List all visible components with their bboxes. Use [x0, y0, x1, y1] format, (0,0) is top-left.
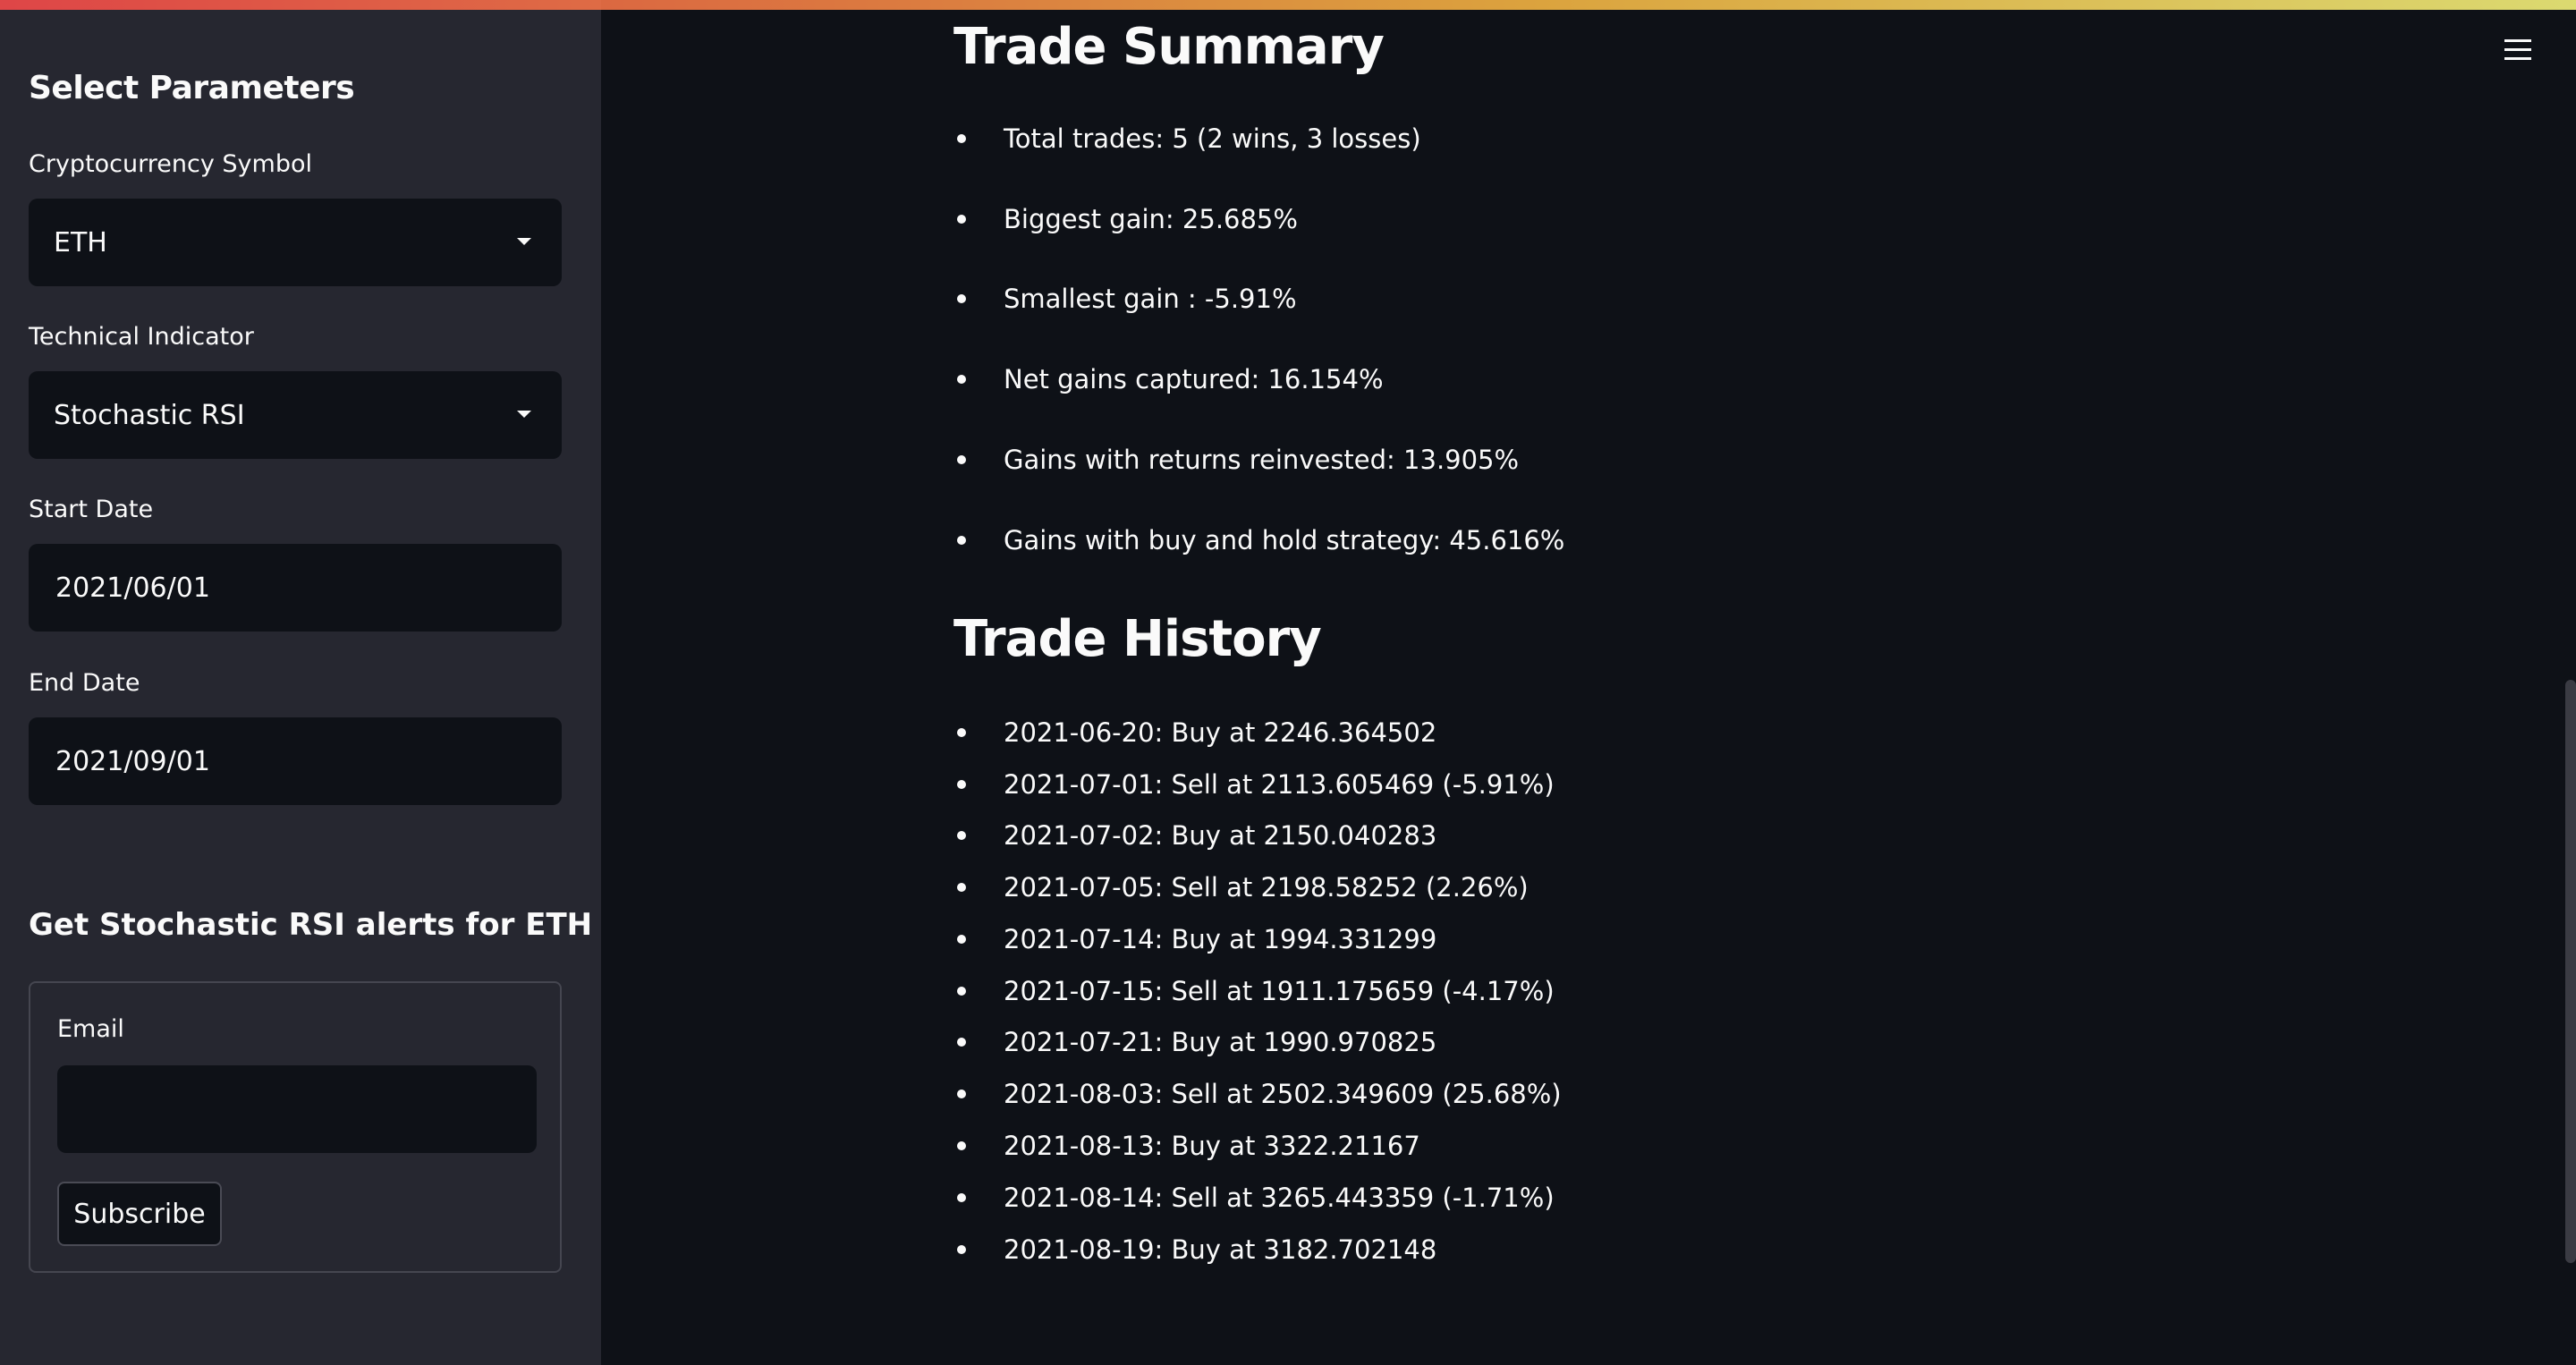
list-item: Gains with returns reinvested: 13.905%: [956, 445, 1520, 475]
trade-history-title: Trade History: [953, 610, 1322, 668]
alerts-title: Get Stochastic RSI alerts for ETH: [29, 907, 593, 943]
technical-indicator-label: Technical Indicator: [29, 323, 254, 351]
sidebar: Select Parameters Cryptocurrency Symbol …: [0, 0, 601, 1365]
list-item: 2021-08-03: Sell at 2502.349609 (25.68%): [957, 1079, 1562, 1109]
list-item: 2021-07-14: Buy at 1994.331299: [956, 924, 1437, 954]
list-item: Net gains captured: 16.154%: [957, 364, 1384, 394]
list-item: 2021-07-02: Buy at 2150.040283: [956, 820, 1437, 851]
list-item: 2021-07-15: Sell at 1911.175659 (-4.17%): [957, 976, 1555, 1006]
start-date-input[interactable]: 2021/06/01: [29, 544, 562, 632]
list-item: 2021-08-19: Buy at 3182.702148: [956, 1234, 1437, 1265]
list-item: 2021-08-13: Buy at 3322.21167: [957, 1131, 1420, 1161]
list-item: Biggest gain: 25.685%: [957, 204, 1298, 234]
scrollbar[interactable]: [2565, 680, 2576, 1263]
list-item: 2021-07-05: Sell at 2198.58252 (2.26%): [957, 872, 1529, 903]
list-item: Smallest gain : -5.91%: [957, 284, 1297, 314]
list-item: Total trades: 5 (2 wins, 3 losses): [957, 123, 1421, 154]
start-date-value: 2021/06/01: [55, 572, 210, 604]
top-decoration-bar: [0, 0, 2576, 10]
end-date-label: End Date: [29, 669, 140, 697]
list-item: 2021-06-20: Buy at 2246.364502: [956, 717, 1437, 748]
list-item: 2021-07-21: Buy at 1990.970825: [956, 1027, 1437, 1057]
end-date-value: 2021/09/01: [55, 745, 210, 777]
technical-indicator-select[interactable]: Stochastic RSI: [29, 371, 562, 459]
end-date-input[interactable]: 2021/09/01: [29, 717, 562, 805]
list-item: Gains with buy and hold strategy: 45.616…: [956, 525, 1565, 555]
crypto-symbol-select[interactable]: ETH: [29, 199, 562, 286]
crypto-symbol-label: Cryptocurrency Symbol: [29, 150, 312, 178]
subscribe-form: Email Subscribe: [29, 981, 562, 1273]
main-content: Trade Summary Total trades: 5 (2 wins, 3…: [601, 0, 2576, 1365]
chevron-down-icon: [517, 238, 531, 245]
email-field[interactable]: [57, 1065, 537, 1153]
crypto-symbol-value: ETH: [54, 226, 107, 259]
trade-summary-title: Trade Summary: [953, 18, 1385, 76]
list-item: 2021-07-01: Sell at 2113.605469 (-5.91%): [957, 769, 1555, 800]
technical-indicator-value: Stochastic RSI: [54, 399, 245, 431]
chevron-down-icon: [517, 411, 531, 418]
start-date-label: Start Date: [29, 496, 154, 523]
list-item: 2021-08-14: Sell at 3265.443359 (-1.71%): [957, 1183, 1555, 1213]
hamburger-menu-icon[interactable]: [2504, 39, 2531, 61]
email-label: Email: [57, 1015, 124, 1043]
sidebar-title: Select Parameters: [29, 70, 355, 106]
subscribe-button[interactable]: Subscribe: [57, 1182, 222, 1246]
